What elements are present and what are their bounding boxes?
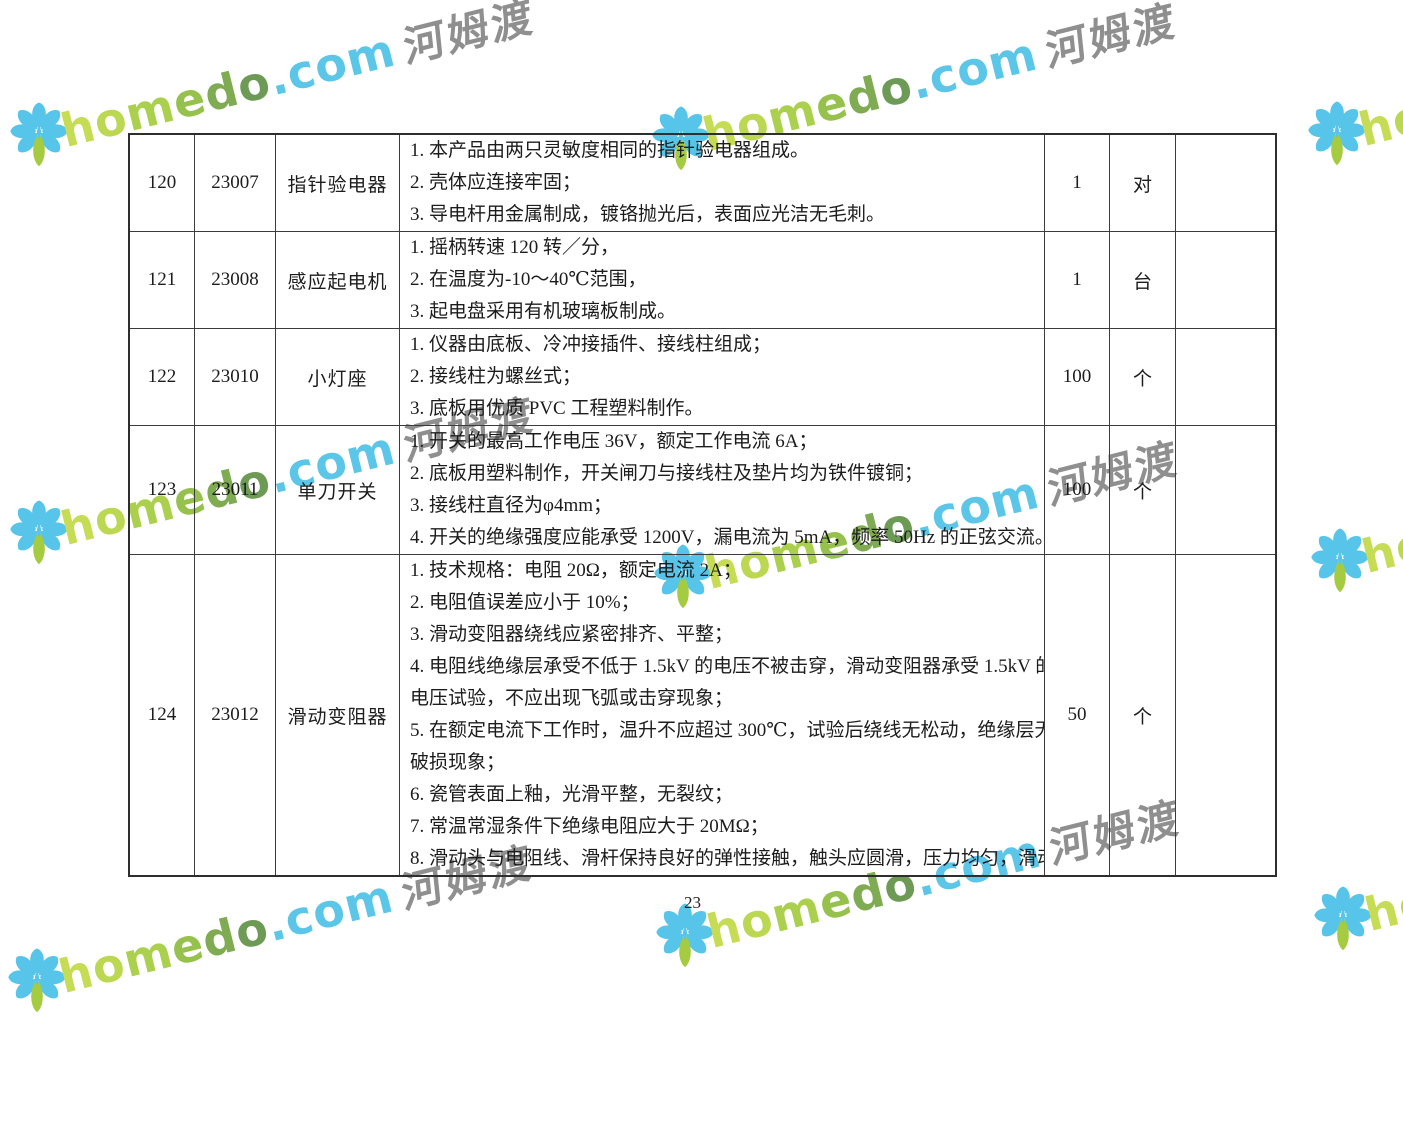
spec-line: 3. 导电杆用金属制成，镀铬抛光后，表面应光洁无毛刺。	[410, 204, 886, 225]
brand-dot-com: .com	[263, 22, 401, 107]
spec-line: 4. 电阻线绝缘层承受不低于 1.5kV 的电压不被击穿，滑动变阻器承受 1.5…	[410, 656, 1044, 677]
item-name-cell: 滑动变阻器	[275, 555, 399, 875]
brand-cjk: 河姆渡	[1043, 0, 1180, 77]
empty-cell	[1175, 232, 1275, 328]
spec-line: 1. 开关的最高工作电压 36V，额定工作电流 6A；	[410, 431, 818, 452]
brand-homedo: homedo	[1353, 88, 1403, 157]
row-number-cell: 121	[147, 269, 177, 290]
flower-logo-icon	[10, 500, 68, 565]
item-name-cell: 单刀开关	[275, 426, 399, 554]
brand-dot-com: .com	[905, 26, 1043, 111]
item-unit-cell: 个	[1109, 555, 1175, 875]
item-name-cell: 指针验电器	[275, 135, 399, 231]
item-name-cell: 感应起电机	[275, 232, 399, 328]
item-quantity-cell: 1	[1044, 232, 1109, 328]
spec-line: 1. 摇柄转速 120 转／分，	[410, 237, 620, 258]
spec-line: 4. 开关的绝缘强度应能承受 1200V，漏电流为 5mA，频率 50Hz 的正…	[410, 527, 1044, 548]
item-unit-cell: 台	[1109, 232, 1175, 328]
item-code-cell: 23012	[194, 555, 275, 875]
spec-line: 3. 滑动变阻器绕线应紧密排齐、平整；	[410, 624, 734, 645]
spec-line: 3. 接线柱直径为φ4mm；	[410, 495, 613, 516]
flower-logo-icon	[10, 102, 68, 167]
item-quantity-cell: 100	[1044, 329, 1109, 425]
empty-cell	[1175, 329, 1275, 425]
item-name-cell: 小灯座	[275, 329, 399, 425]
spec-line: 7. 常温常湿条件下绝缘电阻应大于 20MΩ；	[410, 816, 769, 837]
table-row: 120 23007 指针验电器 1. 本产品由两只灵敏度相同的指针验电器组成。 2…	[130, 135, 1275, 231]
empty-cell	[1175, 426, 1275, 554]
spec-line: 破损现象；	[410, 752, 506, 773]
watermark-brand-text: homedo.com河姆渡	[1356, 416, 1403, 584]
watermark: homedo.com河姆渡	[1302, 88, 1403, 285]
item-code-cell: 23011	[194, 426, 275, 554]
spec-line: 2. 壳体应连接牢固；	[410, 172, 582, 193]
flower-logo-icon	[1308, 101, 1366, 166]
item-code-cell: 23010	[194, 329, 275, 425]
flower-logo-icon	[8, 948, 66, 1013]
brand-dot-com: .com	[261, 868, 399, 953]
brand-cjk: 河姆渡	[401, 0, 538, 73]
item-unit-cell: 对	[1109, 135, 1175, 231]
item-specs-cell: 1. 仪器由底板、冷冲接插件、接线柱组成； 2. 接线柱为螺丝式； 3. 底板用优质…	[399, 329, 1044, 425]
spec-line: 1. 技术规格：电阻 20Ω，额定电流 2A；	[410, 560, 742, 581]
spec-line: 1. 仪器由底板、冷冲接插件、接线柱组成；	[410, 334, 772, 355]
spec-line: 5. 在额定电流下工作时，温升不应超过 300℃，试验后绕线无松动，绝缘层无	[410, 720, 1044, 741]
item-specs-cell: 1. 摇柄转速 120 转／分， 2. 在温度为-10～40℃范围， 3. 起电盘采…	[399, 232, 1044, 328]
item-unit-cell: 个	[1109, 329, 1175, 425]
item-quantity-cell: 1	[1044, 135, 1109, 231]
row-number-cell: 123	[147, 479, 177, 500]
flower-logo-icon	[1311, 528, 1369, 593]
item-unit-cell: 个	[1109, 426, 1175, 554]
spec-line: 1. 本产品由两只灵敏度相同的指针验电器组成。	[410, 140, 810, 161]
empty-cell	[1175, 135, 1275, 231]
spec-line: 3. 底板用优质 PVC 工程塑料制作。	[410, 398, 704, 419]
watermark-brand-text: homedo.com河姆渡	[1359, 774, 1403, 942]
item-quantity-cell: 50	[1044, 555, 1109, 875]
document-page: { "page": { "number": "23" }, "watermark…	[8, 0, 1403, 1013]
page-number: 23	[684, 893, 701, 912]
spec-line: 8. 滑动头与电阻线、滑杆保持良好的弹性接触，触头应圆滑，压力均匀，滑动	[410, 848, 1044, 869]
item-code-cell: 23007	[194, 135, 275, 231]
watermark: homedo.com河姆渡	[650, 792, 1184, 1087]
spec-line: 2. 在温度为-10～40℃范围，	[410, 269, 647, 290]
item-specs-cell: 1. 开关的最高工作电压 36V，额定工作电流 6A； 2. 底板用塑料制作，开关…	[399, 426, 1044, 554]
spec-line: 电压试验，不应出现飞弧或击穿现象；	[410, 688, 734, 709]
watermark: homedo.com河姆渡	[2, 837, 536, 1132]
watermark: homedo.com河姆渡	[1308, 873, 1403, 1070]
spec-line: 2. 电阻值误差应小于 10%；	[410, 592, 640, 613]
empty-cell	[1175, 555, 1275, 875]
spec-table: 120 23007 指针验电器 1. 本产品由两只灵敏度相同的指针验电器组成。 2…	[128, 133, 1277, 877]
spec-line: 6. 瓷管表面上釉，光滑平整，无裂纹；	[410, 784, 734, 805]
item-specs-cell: 1. 本产品由两只灵敏度相同的指针验电器组成。 2. 壳体应连接牢固； 3. 导电杆…	[399, 135, 1044, 231]
spec-line: 3. 起电盘采用有机玻璃板制成。	[410, 301, 677, 322]
row-number-cell: 120	[147, 172, 177, 193]
table-row: 124 23012 滑动变阻器 1. 技术规格：电阻 20Ω，额定电流 2A； 2…	[130, 554, 1275, 875]
brand-homedo: homedo	[1356, 515, 1403, 584]
flower-logo-icon	[1314, 886, 1372, 951]
table-row: 121 23008 感应起电机 1. 摇柄转速 120 转／分， 2. 在温度为-…	[130, 231, 1275, 328]
table-row: 123 23011 单刀开关 1. 开关的最高工作电压 36V，额定工作电流 6…	[130, 425, 1275, 554]
item-code-cell: 23008	[194, 232, 275, 328]
item-quantity-cell: 100	[1044, 426, 1109, 554]
table-row: 122 23010 小灯座 1. 仪器由底板、冷冲接插件、接线柱组成； 2. 接线…	[130, 328, 1275, 425]
watermark: homedo.com河姆渡	[1305, 515, 1403, 712]
row-number-cell: 122	[147, 366, 177, 387]
spec-line: 2. 底板用塑料制作，开关闸刀与接线柱及垫片均为铁件镀铜；	[410, 463, 924, 484]
watermark-brand-text: homedo.com河姆渡	[1353, 0, 1403, 157]
row-number-cell: 124	[147, 704, 177, 725]
spec-line: 2. 接线柱为螺丝式；	[410, 366, 582, 387]
item-specs-cell: 1. 技术规格：电阻 20Ω，额定电流 2A； 2. 电阻值误差应小于 10%； 3…	[399, 555, 1044, 875]
brand-homedo: homedo	[1359, 873, 1403, 942]
brand-homedo: homedo	[53, 899, 275, 1004]
